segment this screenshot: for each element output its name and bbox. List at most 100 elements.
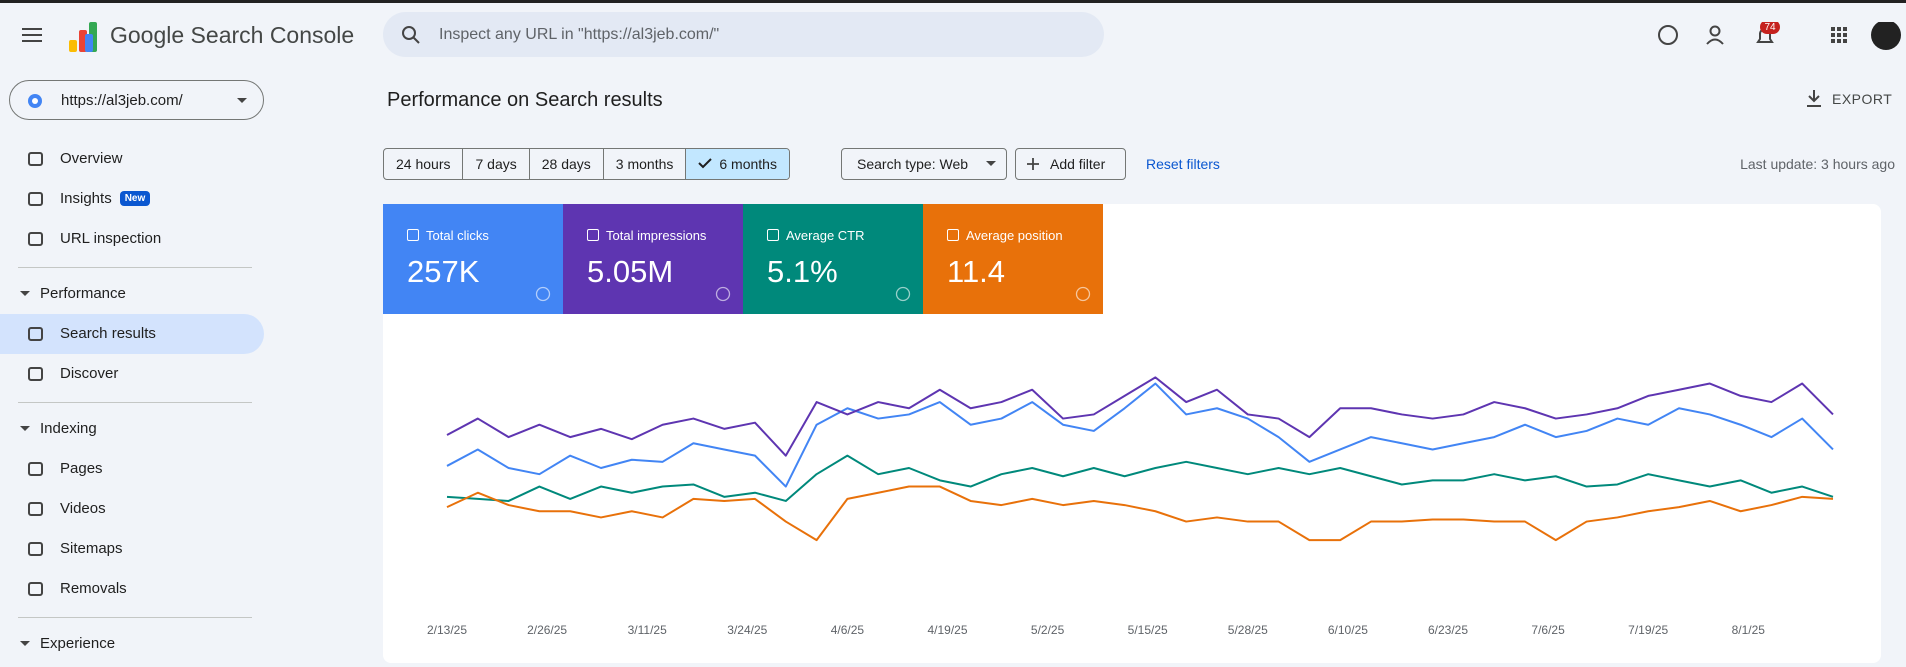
nav-selected (0, 314, 264, 354)
date-range-group: 24 hours 7 days 28 days 3 months 6 months (383, 148, 790, 180)
metric-card[interactable]: Average position 11.4 (923, 204, 1103, 314)
nav-label: Sitemaps (60, 540, 123, 557)
nav-icon (28, 542, 43, 556)
metric-value: 11.4 (947, 254, 1006, 289)
icon-shape (28, 327, 43, 341)
apps-icon[interactable] (1831, 27, 1847, 43)
section-title[interactable]: Performance (40, 285, 126, 302)
date-range-label: 24 hours (396, 156, 451, 172)
nav-item[interactable]: Removals (60, 580, 127, 597)
search-type-label: Search type: Web (857, 156, 969, 172)
icon-shape (28, 232, 43, 246)
logo (69, 22, 97, 52)
date-range-label: 7 days (475, 156, 517, 172)
export-button[interactable]: EXPORT (1832, 91, 1893, 107)
section-arrow (20, 291, 30, 296)
metric-value: 257K (407, 254, 480, 289)
icon-shape (28, 582, 43, 596)
nav-label: Videos (60, 500, 106, 517)
metric-card[interactable]: Total clicks 257K (383, 204, 563, 314)
icon-shape (28, 542, 43, 556)
help-icon (535, 286, 551, 302)
help-icon (1075, 286, 1091, 302)
divider (18, 402, 252, 403)
divider (18, 617, 252, 618)
nav-label: Discover (60, 365, 119, 382)
new-badge: New (119, 191, 151, 206)
help-icon[interactable] (1658, 25, 1678, 45)
property-url: https://al3jeb.com/ (61, 92, 183, 109)
nav-icon (28, 327, 43, 341)
account-icon[interactable] (1709, 25, 1721, 37)
checkbox (587, 229, 599, 241)
nav-item[interactable]: Sitemaps (60, 540, 123, 557)
menu-icon[interactable] (22, 26, 46, 44)
section-title[interactable]: Experience (40, 635, 116, 652)
checkbox (407, 229, 419, 241)
search-box[interactable]: Inspect any URL in "https://al3jeb.com/" (383, 12, 1104, 57)
nav-item[interactable]: Overview (60, 150, 123, 167)
export-icon (1807, 90, 1821, 107)
checkbox (947, 229, 959, 241)
metric-label: Average CTR (786, 228, 865, 243)
date-range-label: 28 days (541, 156, 591, 172)
help-circle (535, 286, 551, 302)
property-selector[interactable]: https://al3jeb.com/ (9, 80, 264, 120)
nav-item[interactable]: Videos (60, 500, 106, 517)
icon-shape (28, 367, 43, 381)
date-range-button[interactable]: 6 months (686, 149, 789, 179)
section-title[interactable]: Indexing (40, 420, 97, 437)
product-name: Google Search Console (110, 22, 355, 48)
metric-card[interactable]: Average CTR 5.1% (743, 204, 923, 314)
nav-icon (28, 502, 43, 516)
nav-icon (28, 582, 43, 596)
date-range-button[interactable]: 28 days (530, 149, 604, 179)
top-border (0, 0, 1906, 3)
icon-shape (28, 502, 43, 516)
nav-item[interactable]: Discover (60, 365, 118, 382)
reset-filters[interactable]: Reset filters (1146, 156, 1220, 172)
property-icon (28, 94, 42, 108)
nav-label: Pages (60, 460, 103, 477)
notification-count: 74 (1764, 22, 1776, 33)
divider (18, 267, 252, 268)
last-update: Last update: 3 hours ago (1740, 156, 1895, 172)
metric-value: 5.1% (767, 254, 838, 289)
section-arrow (20, 426, 30, 431)
metric-card[interactable]: Total impressions 5.05M (563, 204, 743, 314)
nav-label: Removals (60, 580, 127, 597)
add-filter-button[interactable]: Add filter (1015, 148, 1126, 180)
search-placeholder: Inspect any URL in "https://al3jeb.com/" (439, 26, 720, 43)
nav-item[interactable]: Insights New (60, 190, 151, 207)
nav-icon (28, 462, 43, 476)
checkbox (767, 229, 779, 241)
nav-label: Overview (60, 150, 123, 167)
nav-item[interactable]: URL inspection (60, 230, 161, 247)
icon-shape (28, 192, 43, 206)
search-icon (402, 26, 420, 44)
dropdown-arrow (237, 98, 247, 103)
search-type-button[interactable]: Search type: Web (841, 148, 1007, 180)
date-range-button[interactable]: 24 hours (384, 149, 464, 179)
page-title: Performance on Search results (387, 89, 663, 111)
help-icon (895, 286, 911, 302)
nav-label: Search results (60, 325, 156, 342)
nav-label: URL inspection (60, 230, 162, 247)
date-range-button[interactable]: 3 months (604, 149, 687, 179)
nav-item[interactable]: Pages (60, 460, 103, 477)
arrow-shape (20, 641, 30, 646)
nav-icon (28, 367, 43, 381)
top-icons: 74 (1658, 22, 1901, 50)
nav-icon (28, 232, 43, 246)
nav-icon (28, 192, 43, 206)
nav-label: Insights (60, 190, 112, 207)
date-range-label: 6 months (719, 156, 777, 172)
metric-label: Total clicks (426, 228, 489, 243)
arrow-shape (20, 426, 30, 431)
help-circle (1075, 286, 1091, 302)
nav-item[interactable]: Search results (60, 325, 156, 342)
date-range-button[interactable]: 7 days (463, 149, 530, 179)
avatar[interactable] (1871, 22, 1901, 50)
date-range-label: 3 months (615, 156, 674, 172)
